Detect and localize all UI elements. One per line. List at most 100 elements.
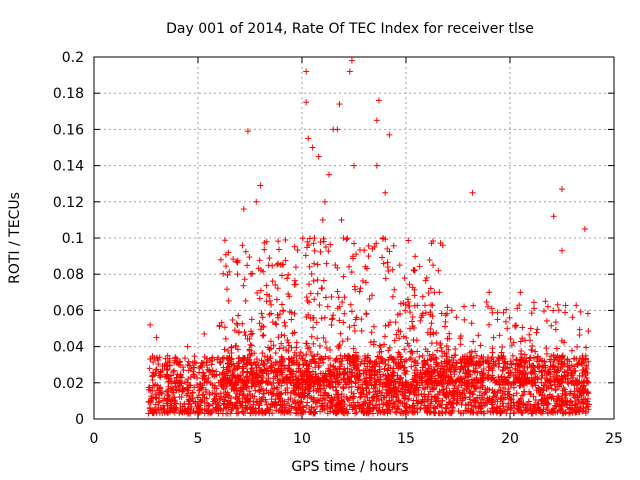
data-point bbox=[443, 385, 450, 392]
x-tick-label: 5 bbox=[194, 431, 203, 447]
data-point bbox=[147, 356, 154, 363]
data-point bbox=[511, 409, 518, 416]
data-point bbox=[462, 370, 469, 377]
y-tick-label: 0.08 bbox=[53, 267, 84, 283]
data-point bbox=[196, 364, 203, 371]
data-point bbox=[183, 392, 190, 399]
data-point bbox=[191, 353, 198, 360]
chart-title: Day 001 of 2014, Rate Of TEC Index for r… bbox=[166, 21, 534, 37]
data-point bbox=[510, 392, 517, 399]
data-point bbox=[549, 393, 556, 400]
data-point bbox=[345, 397, 352, 404]
y-tick-label: 0.12 bbox=[53, 195, 84, 211]
data-point bbox=[246, 388, 253, 395]
data-point bbox=[340, 385, 347, 392]
x-tick-label: 25 bbox=[605, 431, 623, 447]
y-tick-label: 0.06 bbox=[53, 303, 84, 319]
data-point bbox=[178, 409, 185, 416]
data-point bbox=[554, 409, 561, 416]
y-tick-label: 0.02 bbox=[53, 376, 84, 392]
data-point bbox=[474, 410, 481, 417]
data-point bbox=[278, 382, 285, 389]
data-point bbox=[150, 359, 157, 366]
data-point bbox=[579, 399, 586, 406]
data-point bbox=[299, 403, 306, 410]
data-point bbox=[582, 410, 589, 417]
data-point bbox=[577, 403, 584, 410]
data-point bbox=[532, 397, 539, 404]
data-point bbox=[345, 384, 352, 391]
data-point bbox=[165, 392, 172, 399]
data-point bbox=[419, 352, 426, 359]
data-point bbox=[572, 401, 579, 408]
data-point bbox=[170, 389, 177, 396]
data-point bbox=[178, 394, 185, 401]
data-point bbox=[401, 358, 408, 365]
data-point bbox=[215, 402, 222, 409]
data-points bbox=[145, 57, 592, 417]
data-point bbox=[455, 384, 462, 391]
data-point bbox=[153, 366, 160, 373]
data-point bbox=[145, 410, 152, 417]
axis-ticks: 0 5 10 15 20 25 0 0.02 0.04 0.06 0.08 0.1 0.12 0.14 0.… bbox=[53, 50, 623, 447]
data-point bbox=[578, 360, 585, 367]
data-point bbox=[213, 368, 220, 375]
data-point bbox=[513, 390, 520, 397]
data-point bbox=[373, 397, 380, 404]
data-point bbox=[166, 378, 173, 385]
data-point bbox=[451, 382, 458, 389]
data-point bbox=[352, 410, 359, 417]
x-tick-label: 0 bbox=[90, 431, 99, 447]
data-point bbox=[528, 363, 535, 370]
data-point bbox=[216, 395, 223, 402]
data-point bbox=[182, 379, 189, 386]
data-point bbox=[170, 367, 177, 374]
data-point bbox=[410, 388, 417, 395]
data-point bbox=[353, 409, 360, 416]
y-tick-label: 0.18 bbox=[53, 86, 84, 102]
data-point bbox=[526, 405, 533, 412]
data-point bbox=[243, 384, 250, 391]
y-tick-label: 0 bbox=[75, 412, 84, 428]
data-point bbox=[408, 363, 415, 370]
y-tick-label: 0.16 bbox=[53, 122, 84, 138]
data-point bbox=[261, 390, 268, 397]
data-point bbox=[348, 383, 355, 390]
data-point bbox=[357, 394, 364, 401]
data-point bbox=[191, 364, 198, 371]
data-point bbox=[508, 361, 515, 368]
y-tick-label: 0.1 bbox=[62, 231, 84, 247]
y-tick-label: 0.2 bbox=[62, 50, 84, 66]
x-axis-label: GPS time / hours bbox=[291, 459, 408, 475]
data-point bbox=[313, 387, 320, 394]
data-point bbox=[152, 401, 159, 408]
data-point bbox=[426, 352, 433, 359]
data-point bbox=[427, 356, 434, 363]
data-point bbox=[202, 386, 209, 393]
data-point bbox=[414, 409, 421, 416]
data-point bbox=[255, 409, 262, 416]
x-tick-label: 10 bbox=[293, 431, 311, 447]
data-point bbox=[251, 393, 258, 400]
data-point bbox=[185, 387, 192, 394]
data-point bbox=[437, 402, 444, 409]
data-point bbox=[263, 398, 270, 405]
data-point bbox=[560, 385, 567, 392]
data-point bbox=[149, 387, 156, 394]
data-point bbox=[278, 354, 285, 361]
data-point bbox=[499, 400, 506, 407]
data-point bbox=[256, 402, 263, 409]
data-point bbox=[491, 388, 498, 395]
data-point bbox=[453, 400, 460, 407]
x-tick-label: 15 bbox=[397, 431, 415, 447]
data-point bbox=[568, 362, 575, 369]
data-point bbox=[273, 407, 280, 414]
data-point bbox=[209, 381, 216, 388]
data-point bbox=[238, 408, 245, 415]
data-point bbox=[475, 405, 482, 412]
data-point bbox=[462, 394, 469, 401]
data-point bbox=[190, 372, 197, 379]
y-tick-label: 0.14 bbox=[53, 159, 84, 175]
data-point bbox=[180, 367, 187, 374]
